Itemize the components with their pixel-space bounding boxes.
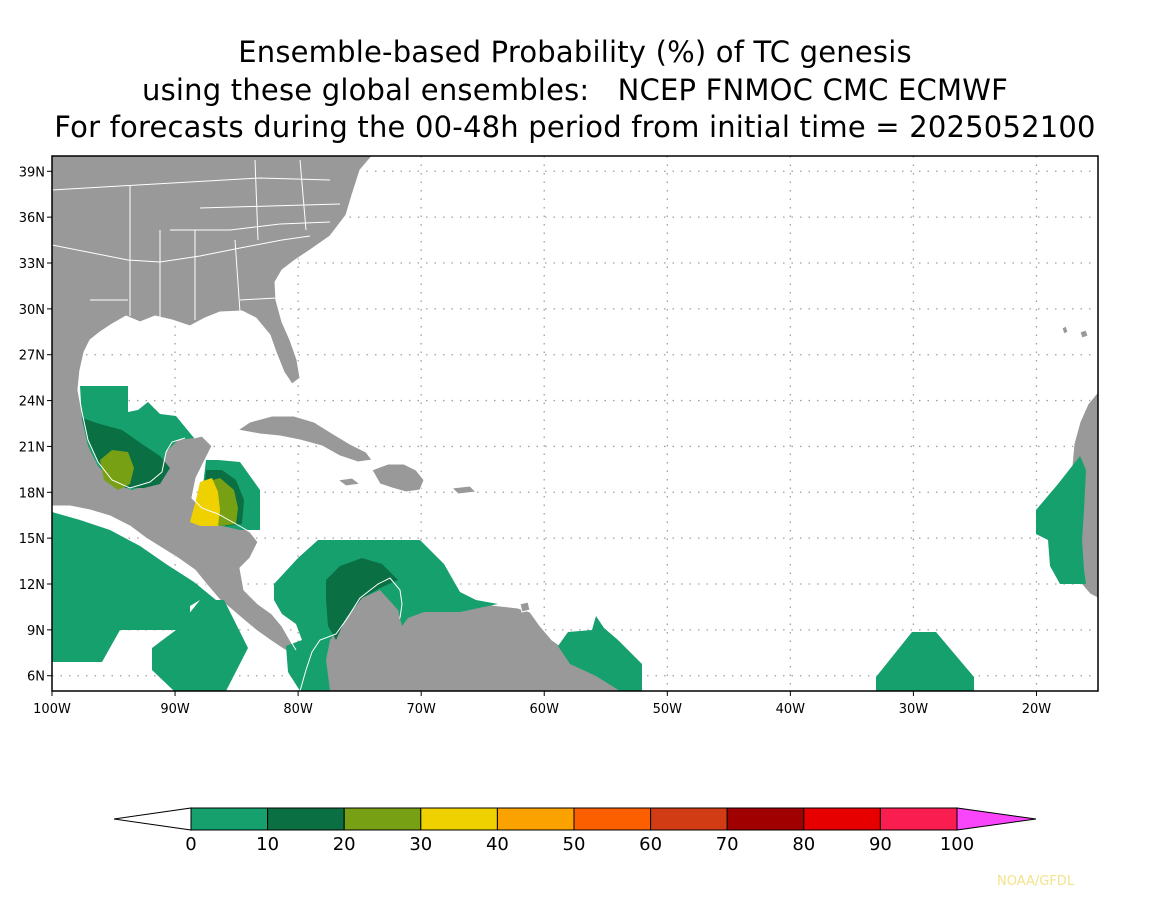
lat-tick-label: 18N <box>19 486 45 501</box>
lon-tick-label: 40W <box>776 702 806 717</box>
lon-tick-label: 100W <box>33 702 71 717</box>
legend-swatch <box>803 807 881 831</box>
credit-label: NOAA/GFDL <box>997 874 1075 889</box>
lat-tick-label: 24N <box>19 395 45 410</box>
legend-swatch <box>879 807 958 831</box>
trinidad <box>519 601 531 613</box>
legend-swatch <box>420 807 498 831</box>
lat-tick-label: 6N <box>27 670 45 685</box>
lon-tick-label: 70W <box>406 702 436 717</box>
legend-label: 0 <box>185 834 196 855</box>
legend-swatch <box>267 807 345 831</box>
lat-tick-label: 30N <box>19 303 45 318</box>
jamaica <box>336 477 362 487</box>
lat-tick-label: 27N <box>19 349 45 364</box>
color-legend: 0 10 20 30 40 50 60 70 80 90 100 <box>113 807 1037 855</box>
legend-swatch <box>726 807 805 831</box>
legend-label: 60 <box>639 834 662 855</box>
latitude-axis: 39N 36N 33N 30N 27N 24N 21N 18N 15N 12N 9N 6N <box>19 165 52 685</box>
legend-label: 90 <box>869 834 892 855</box>
cuba <box>236 415 373 463</box>
contour-epac-0-10 <box>52 512 216 662</box>
contour-carib-10-20 <box>326 558 398 640</box>
legend-label: 20 <box>333 834 356 855</box>
legend-label: 80 <box>792 834 815 855</box>
legend-swatch <box>343 807 422 831</box>
lon-tick-label: 80W <box>283 702 313 717</box>
lat-tick-label: 12N <box>19 578 45 593</box>
legend-label: 70 <box>716 834 739 855</box>
hispaniola <box>371 463 425 493</box>
title-line-1: Ensemble-based Probability (%) of TC gen… <box>238 35 912 69</box>
canary-islands <box>1061 325 1089 339</box>
longitude-axis: 100W 90W 80W 70W 60W 50W 40W 30W 20W <box>33 691 1051 717</box>
title-line-3: For forecasts during the 00-48h period f… <box>54 110 1096 144</box>
lon-tick-label: 60W <box>530 702 560 717</box>
lat-tick-label: 15N <box>19 532 45 547</box>
contour-gulf-20-30 <box>100 450 134 490</box>
lat-tick-label: 21N <box>19 440 45 455</box>
legend-label: 50 <box>563 834 586 855</box>
lat-tick-label: 36N <box>19 211 45 226</box>
legend-label: 30 <box>409 834 432 855</box>
lat-tick-label: 9N <box>27 624 45 639</box>
lat-tick-label: 39N <box>19 165 45 180</box>
legend-swatch <box>573 807 652 831</box>
legend-label: 40 <box>486 834 509 855</box>
coastlines <box>77 369 403 691</box>
contour-guiana-0-10 <box>558 616 642 691</box>
lon-tick-label: 50W <box>653 702 683 717</box>
lon-tick-label: 20W <box>1022 702 1052 717</box>
contour-epac2-0-10 <box>152 600 248 691</box>
probability-contours <box>52 386 1086 691</box>
state-boundaries <box>52 159 341 320</box>
legend-under-arrow <box>113 807 192 831</box>
lon-tick-label: 30W <box>899 702 929 717</box>
contour-catl-0-10 <box>876 632 974 691</box>
legend-swatch <box>496 807 575 831</box>
lat-tick-label: 33N <box>19 257 45 272</box>
contour-belize-30-40 <box>190 478 220 526</box>
legend-swatch <box>190 807 269 831</box>
legend-over-arrow <box>956 807 1037 831</box>
contour-wafr-0-10 <box>1036 456 1086 584</box>
title-line-2: using these global ensembles: NCEP FNMOC… <box>142 73 1008 107</box>
legend-label: 100 <box>940 834 974 855</box>
puerto-rico <box>450 485 478 495</box>
lon-tick-label: 90W <box>160 702 190 717</box>
legend-label: 10 <box>256 834 279 855</box>
legend-swatch <box>650 807 728 831</box>
map-frame <box>51 155 1099 692</box>
